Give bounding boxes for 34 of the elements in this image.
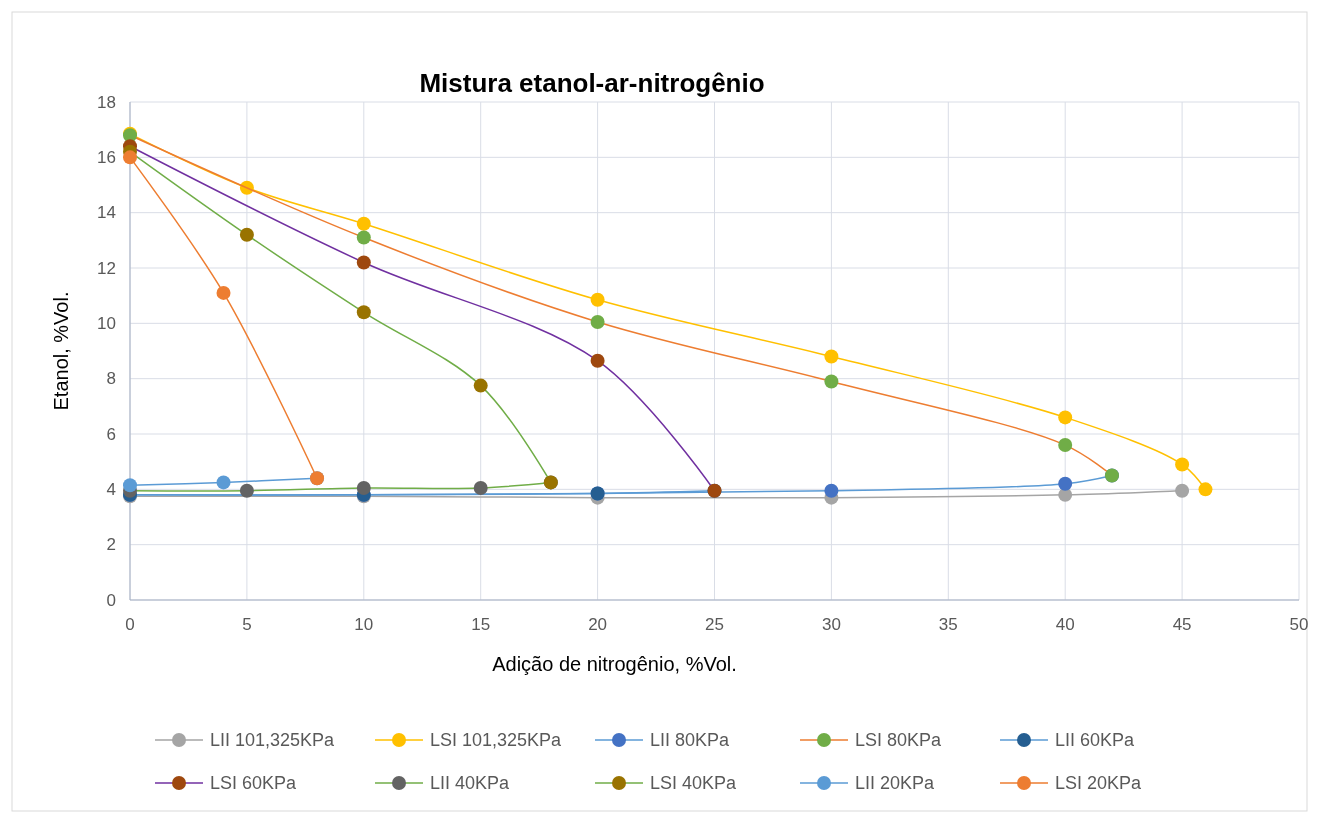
y-axis-title: Etanol, %Vol. xyxy=(50,291,72,411)
x-tick-label: 30 xyxy=(821,614,841,634)
legend-label: LII 101,325KPa xyxy=(210,730,336,750)
x-tick-label: 10 xyxy=(354,614,374,634)
legend-label: LSI 101,325KPa xyxy=(430,730,563,750)
x-tick-label: 15 xyxy=(471,614,491,634)
y-tick-label: 6 xyxy=(106,424,116,444)
x-tick-label: 45 xyxy=(1172,614,1192,634)
legend-label: LSI 20KPa xyxy=(1055,773,1143,793)
legend-label: LII 60KPa xyxy=(1055,730,1136,750)
x-tick-label: 50 xyxy=(1289,614,1309,634)
y-tick-label: 16 xyxy=(97,147,116,167)
y-tick-label: 4 xyxy=(106,479,116,499)
x-tick-label: 40 xyxy=(1055,614,1075,634)
x-tick-label: 25 xyxy=(705,614,724,634)
legend-label: LII 40KPa xyxy=(430,773,511,793)
legend-label: LSI 60KPa xyxy=(210,773,298,793)
x-axis-title: Adição de nitrogênio, %Vol. xyxy=(492,653,737,675)
legend-label: LII 80KPa xyxy=(650,730,731,750)
chart-title: Mistura etanol-ar-nitrogênio xyxy=(419,68,765,98)
x-tick-label: 0 xyxy=(125,614,135,634)
y-tick-label: 12 xyxy=(97,258,116,278)
x-tick-label: 35 xyxy=(938,614,958,634)
y-tick-label: 10 xyxy=(97,313,116,333)
y-tick-label: 14 xyxy=(97,203,116,223)
legend-label: LSI 40KPa xyxy=(650,773,738,793)
y-tick-label: 2 xyxy=(106,535,116,555)
y-tick-label: 8 xyxy=(106,369,116,389)
y-tick-label: 0 xyxy=(106,590,116,610)
x-tick-label: 20 xyxy=(588,614,608,634)
legend-label: LII 20KPa xyxy=(855,773,936,793)
x-tick-label: 5 xyxy=(242,614,252,634)
y-tick-label: 18 xyxy=(97,92,116,112)
legend-label: LSI 80KPa xyxy=(855,730,943,750)
